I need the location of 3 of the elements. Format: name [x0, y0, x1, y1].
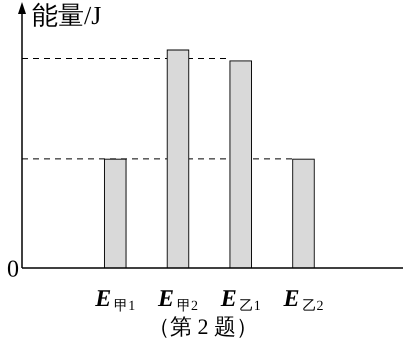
text: （第 2 题） — [148, 314, 258, 339]
text: 0 — [7, 256, 19, 282]
y-axis-title: 能量/J — [32, 0, 102, 30]
